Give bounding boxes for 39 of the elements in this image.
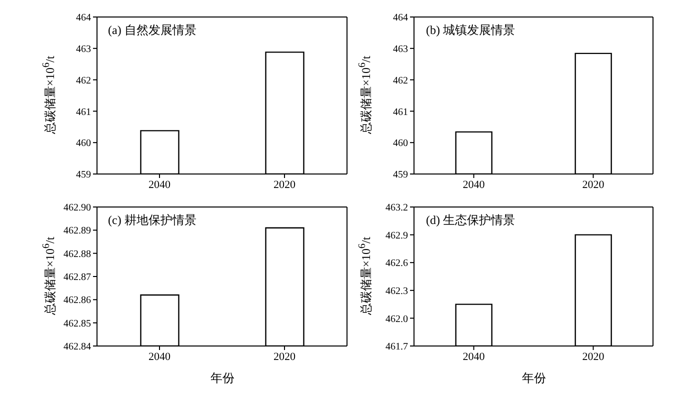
y-tick-label: 461: [76, 106, 91, 118]
y-tick-label: 459: [76, 170, 91, 181]
x-tick-label: 2020: [582, 350, 605, 363]
y-tick-label: 461: [393, 106, 408, 118]
y-tick-label: 459: [393, 170, 408, 181]
y-tick-label: 462.0: [386, 314, 408, 325]
text: (b) 城镇发展情景: [426, 22, 515, 39]
x-tick-label: 2040: [462, 350, 486, 363]
y-tick-label: 463: [393, 44, 408, 55]
y-tick-label: 462: [76, 75, 91, 86]
x-tick-label: 2040: [148, 350, 171, 363]
y-tick-label: 463.2: [386, 202, 408, 214]
y-tick-label: 464: [393, 12, 408, 24]
y-tick-label: 462.87: [64, 272, 91, 284]
y-tick-label: 462: [393, 75, 408, 86]
text: (a) 自然发展情景: [108, 22, 196, 39]
y-tick-label: 462.88: [64, 248, 91, 260]
x-axis-title: 年份: [521, 370, 547, 387]
y-tick-label: 462.3: [386, 286, 408, 297]
text: (c) 耕地保护情景: [108, 212, 196, 229]
x-tick-label: 2040: [148, 178, 171, 191]
x-tick-label: 2020: [274, 350, 296, 363]
y-tick-label: 463: [76, 44, 91, 55]
text: (d) 生态保护情景: [426, 212, 515, 229]
y-tick-label: 462.6: [386, 258, 408, 270]
y-tick-label: 460: [393, 138, 408, 150]
y-tick-label: 462.86: [64, 295, 91, 306]
y-tick-label: 460: [76, 138, 91, 150]
x-tick-label: 2020: [274, 178, 296, 191]
y-tick-label: 462.90: [64, 202, 91, 214]
y-tick-label: 462.85: [64, 318, 91, 330]
y-tick-label: 464: [76, 12, 91, 24]
x-tick-label: 2020: [582, 178, 605, 191]
x-axis-title: 年份: [210, 370, 236, 387]
x-tick-label: 2040: [462, 178, 486, 191]
y-tick-label: 461.7: [386, 342, 408, 353]
y-tick-label: 462.89: [64, 226, 91, 237]
y-tick-label: 462.9: [386, 230, 408, 242]
y-tick-label: 462.84: [64, 342, 91, 353]
